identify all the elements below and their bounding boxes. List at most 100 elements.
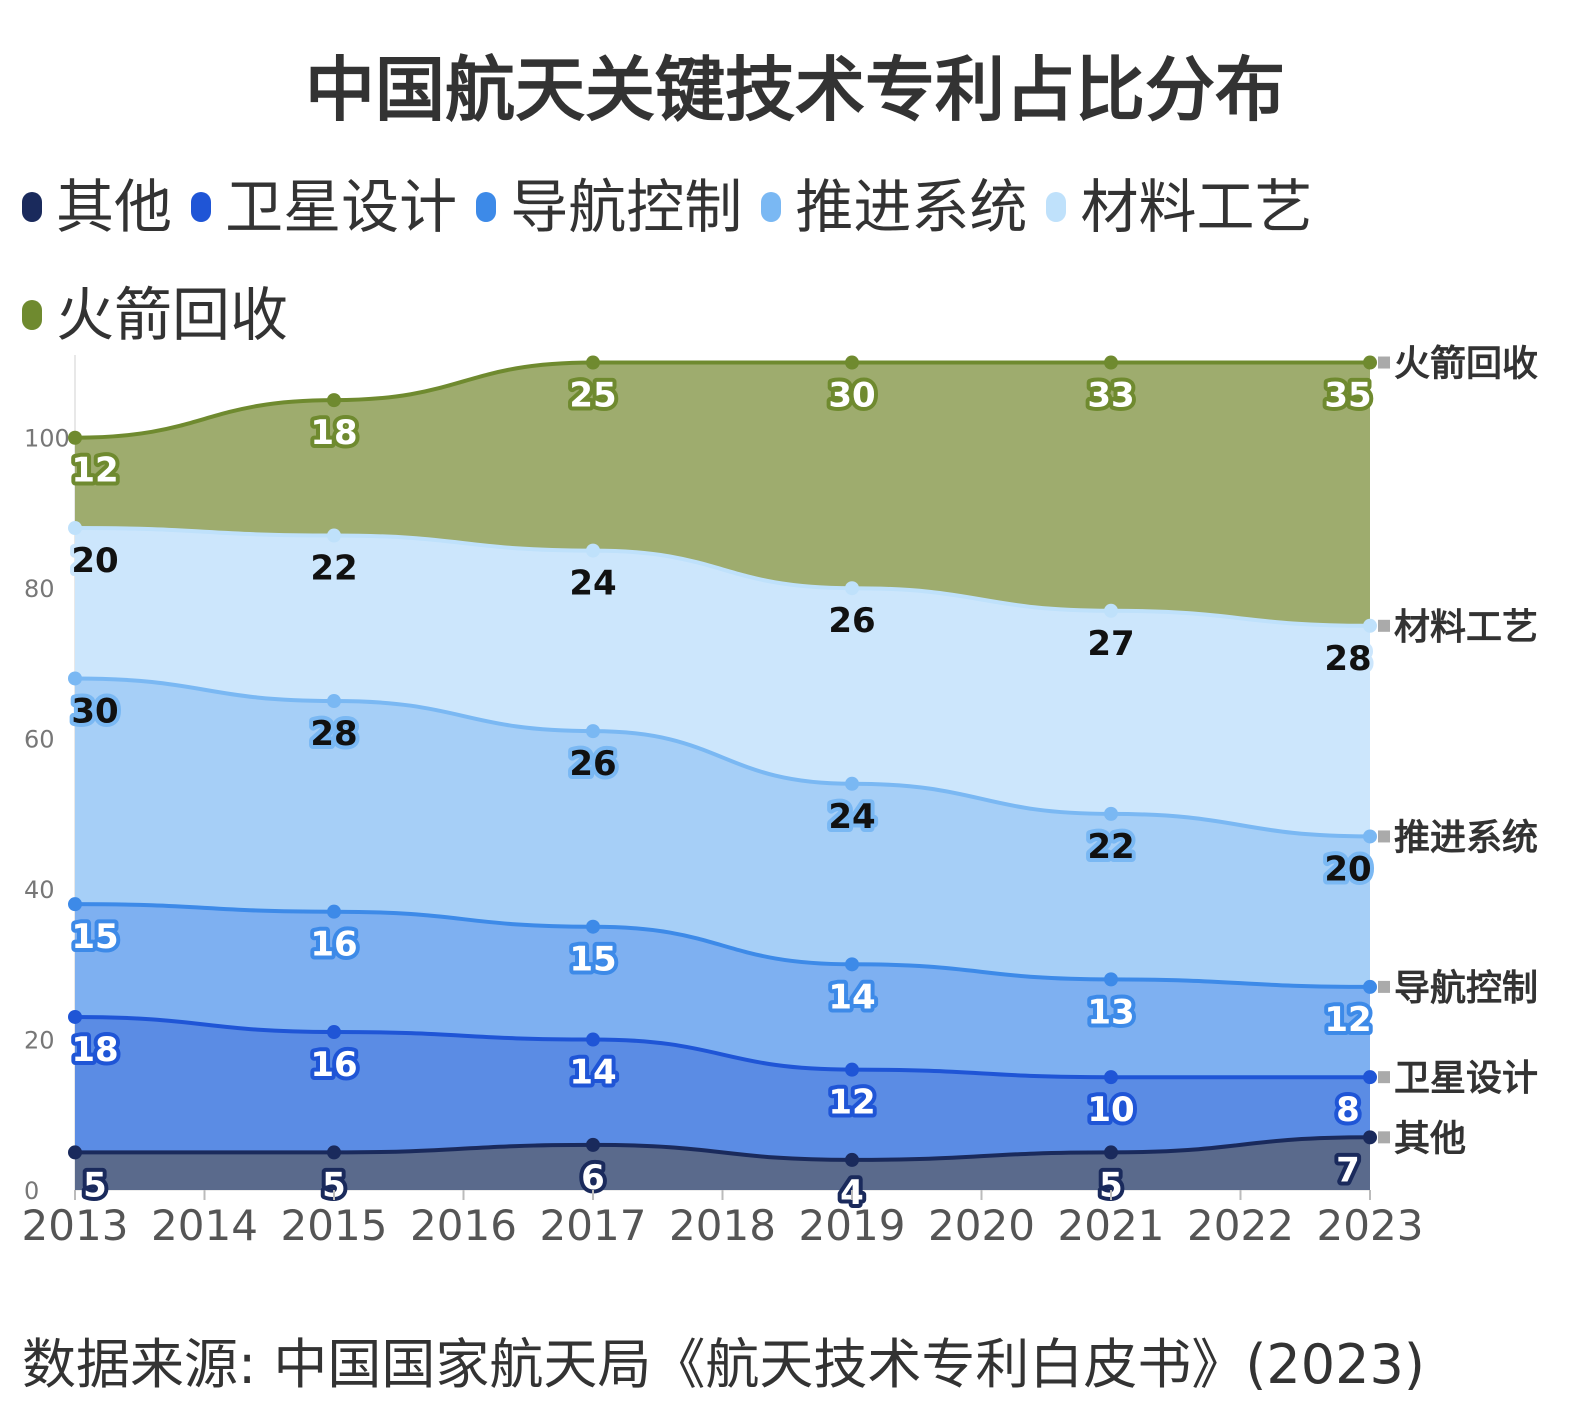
data-label: 28: [1324, 639, 1371, 679]
data-label: 30: [828, 376, 875, 416]
data-point: [586, 919, 600, 934]
legend-swatch: [476, 191, 497, 222]
area-2: [75, 904, 1370, 1078]
data-label: 5: [322, 1165, 346, 1205]
data-label: 12: [71, 451, 118, 491]
x-tick-label: 2022: [1187, 1201, 1294, 1250]
legend-label: 导航控制: [510, 173, 743, 241]
series-line-4: [74, 526, 1371, 628]
data-point: [845, 1062, 859, 1077]
x-tick-label: 2019: [799, 1201, 906, 1250]
data-point: [845, 1152, 859, 1167]
y-tick-label: 20: [24, 1027, 55, 1055]
series-line-1: [74, 1015, 1370, 1080]
data-label: 5: [83, 1165, 107, 1205]
data-point: [1104, 806, 1118, 821]
x-tick-label: 2013: [22, 1201, 129, 1250]
x-tick-label: 2016: [410, 1201, 517, 1250]
data-label: 13: [1087, 992, 1134, 1032]
end-label: 材料工艺: [1394, 607, 1538, 648]
data-point: [327, 1145, 341, 1160]
y-tick-label: 0: [24, 1177, 39, 1205]
data-point: [586, 724, 600, 739]
end-label-marker: [1378, 1071, 1390, 1084]
data-point: [68, 1145, 82, 1160]
data-label: 12: [828, 1083, 875, 1123]
data-label: 27: [1087, 624, 1134, 664]
x-tick-label: 2018: [669, 1201, 776, 1250]
legend-item-materials-process[interactable]: 材料工艺: [1046, 160, 1312, 244]
data-label: 18: [71, 1030, 118, 1070]
data-point: [327, 904, 341, 919]
x-tick-label: 2015: [281, 1201, 388, 1250]
data-point: [68, 1009, 82, 1024]
data-label: 14: [828, 977, 875, 1017]
data-label: 33: [1087, 376, 1134, 416]
data-point: [68, 430, 82, 445]
data-label: 26: [828, 601, 875, 641]
data-label: 20: [1324, 849, 1371, 889]
data-label: 15: [71, 917, 118, 957]
legend-label: 火箭回收: [56, 281, 289, 349]
series-line-5: [74, 360, 1370, 440]
source-note: 数据来源: 中国国家航天局《航天技术专利白皮书》(2023): [22, 1333, 1425, 1396]
data-point: [1104, 972, 1118, 987]
data-label: 5: [1099, 1165, 1123, 1205]
data-point: [1104, 1070, 1118, 1085]
legend-swatch: [761, 191, 782, 222]
area-1: [75, 1017, 1370, 1160]
data-label: 24: [828, 797, 875, 837]
data-label: 28: [310, 714, 357, 754]
legend-swatch: [191, 191, 212, 222]
x-tick-label: 2023: [1317, 1201, 1424, 1250]
legend-label: 卫星设计: [225, 173, 458, 241]
series-line-3: [74, 676, 1371, 839]
data-label: 35: [1324, 376, 1371, 416]
data-point: [1104, 355, 1118, 370]
legend-item-other[interactable]: 其他: [22, 160, 172, 244]
data-label: 18: [310, 413, 357, 453]
x-tick-label: 2014: [151, 1201, 258, 1250]
legend: 其他 卫星设计 导航控制 推进系统 材料工艺 火箭回收: [22, 160, 1542, 376]
x-tick-label: 2021: [1058, 1201, 1165, 1250]
area-5: [75, 362, 1370, 626]
x-tick-label: 2017: [540, 1201, 647, 1250]
data-point: [1363, 355, 1377, 370]
data-label: 7: [1336, 1150, 1360, 1190]
data-point: [1104, 1145, 1118, 1160]
x-tick-label: 2020: [928, 1201, 1035, 1250]
end-label-marker: [1378, 356, 1390, 369]
data-point: [327, 393, 341, 408]
legend-item-rocket-recovery[interactable]: 火箭回收: [22, 268, 288, 352]
data-label: 24: [569, 564, 616, 604]
data-label: 20: [71, 541, 118, 581]
legend-swatch: [22, 299, 42, 330]
end-label: 导航控制: [1394, 967, 1538, 1009]
data-point: [68, 897, 82, 912]
legend-item-propulsion-system[interactable]: 推进系统: [761, 160, 1027, 244]
data-label: 22: [1087, 827, 1134, 867]
legend-item-satellite-design[interactable]: 卫星设计: [191, 160, 457, 244]
data-point: [845, 581, 859, 596]
data-point: [68, 671, 82, 686]
data-point: [68, 521, 82, 536]
legend-item-navigation-control[interactable]: 导航控制: [476, 160, 742, 244]
end-label-marker: [1378, 980, 1390, 993]
data-label: 16: [310, 1045, 357, 1085]
data-point: [327, 528, 341, 543]
data-point: [1363, 618, 1377, 633]
data-point: [1363, 979, 1377, 994]
end-label: 卫星设计: [1394, 1058, 1538, 1099]
area-0: [75, 1137, 1370, 1190]
data-point: [327, 694, 341, 709]
chart-title: 中国航天关键技术专利占比分布: [305, 49, 1285, 131]
y-tick-label: 100: [24, 425, 70, 453]
data-point: [845, 355, 859, 370]
end-label: 推进系统: [1394, 817, 1538, 858]
data-point: [1104, 603, 1118, 618]
data-label: 6: [581, 1158, 605, 1198]
data-point: [586, 1032, 600, 1047]
data-point: [586, 543, 600, 558]
end-label: 其他: [1394, 1118, 1466, 1159]
